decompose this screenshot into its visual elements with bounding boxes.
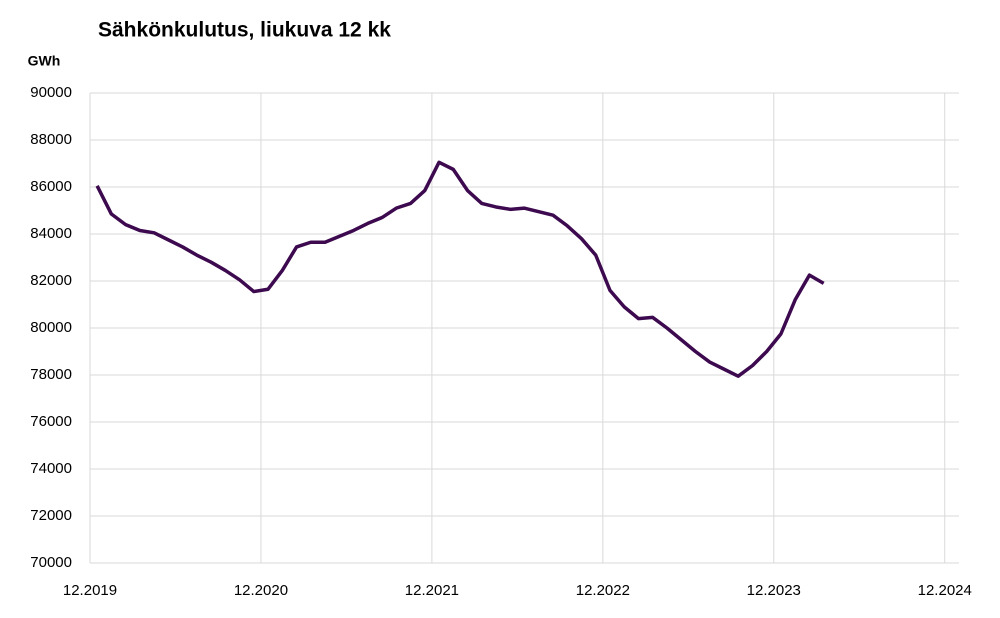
y-tick-label: 76000 — [30, 413, 72, 430]
y-tick-label: 70000 — [30, 554, 72, 571]
y-tick-label: 86000 — [30, 178, 72, 195]
x-tick-label: 12.2023 — [747, 582, 801, 599]
x-tick-label: 12.2024 — [918, 582, 972, 599]
y-tick-label: 84000 — [30, 225, 72, 242]
x-tick-label: 12.2019 — [63, 582, 117, 599]
x-tick-label: 12.2020 — [234, 582, 288, 599]
x-tick-label: 12.2022 — [576, 582, 630, 599]
y-tick-label: 82000 — [30, 272, 72, 289]
x-tick-label: 12.2021 — [405, 582, 459, 599]
y-tick-label: 80000 — [30, 319, 72, 336]
y-tick-label: 72000 — [30, 507, 72, 524]
line — [95, 160, 825, 378]
y-tick-label: 74000 — [30, 460, 72, 477]
y-axis-label: GWh — [28, 53, 61, 69]
y-tick-label: 78000 — [30, 366, 72, 383]
y-tick-label: 90000 — [30, 84, 72, 101]
chart-title: Sähkönkulutus, liukuva 12 kk — [98, 19, 391, 42]
y-tick-label: 88000 — [30, 131, 72, 148]
